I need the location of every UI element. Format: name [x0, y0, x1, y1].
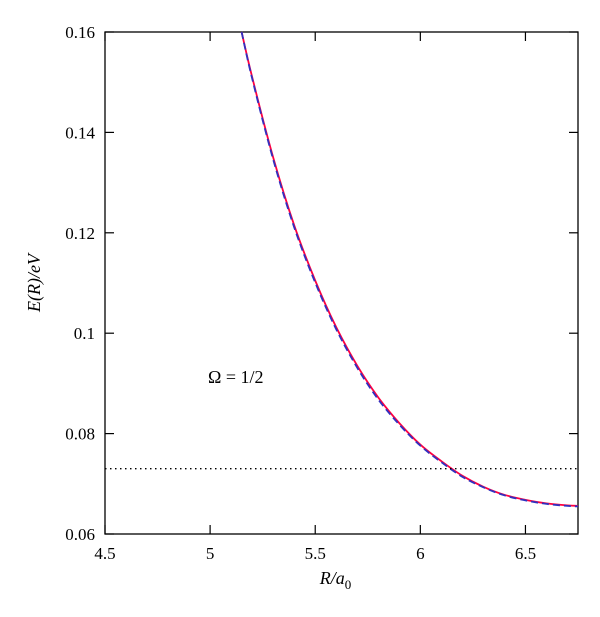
x-axis-title: R/a0 — [319, 568, 352, 592]
y-tick-label: 0.14 — [65, 123, 95, 142]
y-axis-title: E(R)/eV — [24, 252, 45, 313]
y-tick-label: 0.16 — [65, 23, 95, 42]
y-tick-label: 0.12 — [65, 224, 95, 243]
x-axis-title-subscript: 0 — [345, 577, 352, 592]
omega-annotation: Ω = 1/2 — [208, 367, 264, 387]
x-tick-label: 6.5 — [515, 544, 536, 563]
x-tick-label: 5 — [206, 544, 215, 563]
series-dashed-curve — [240, 31, 579, 508]
x-tick-label: 6 — [416, 544, 425, 563]
series-layer — [105, 31, 579, 508]
x-tick-label: 5.5 — [305, 544, 326, 563]
axis-ticks: 4.5 5 5.5 6 6.5 0.06 0.08 0.1 0.12 0.14 0.16 — [65, 23, 578, 563]
y-tick-label: 0.08 — [65, 425, 95, 444]
plot-frame — [104, 31, 579, 535]
x-axis-title-main: R/a — [319, 568, 345, 588]
x-tick-label: 4.5 — [94, 544, 115, 563]
y-tick-label: 0.06 — [65, 525, 95, 544]
y-tick-label: 0.1 — [74, 324, 95, 343]
